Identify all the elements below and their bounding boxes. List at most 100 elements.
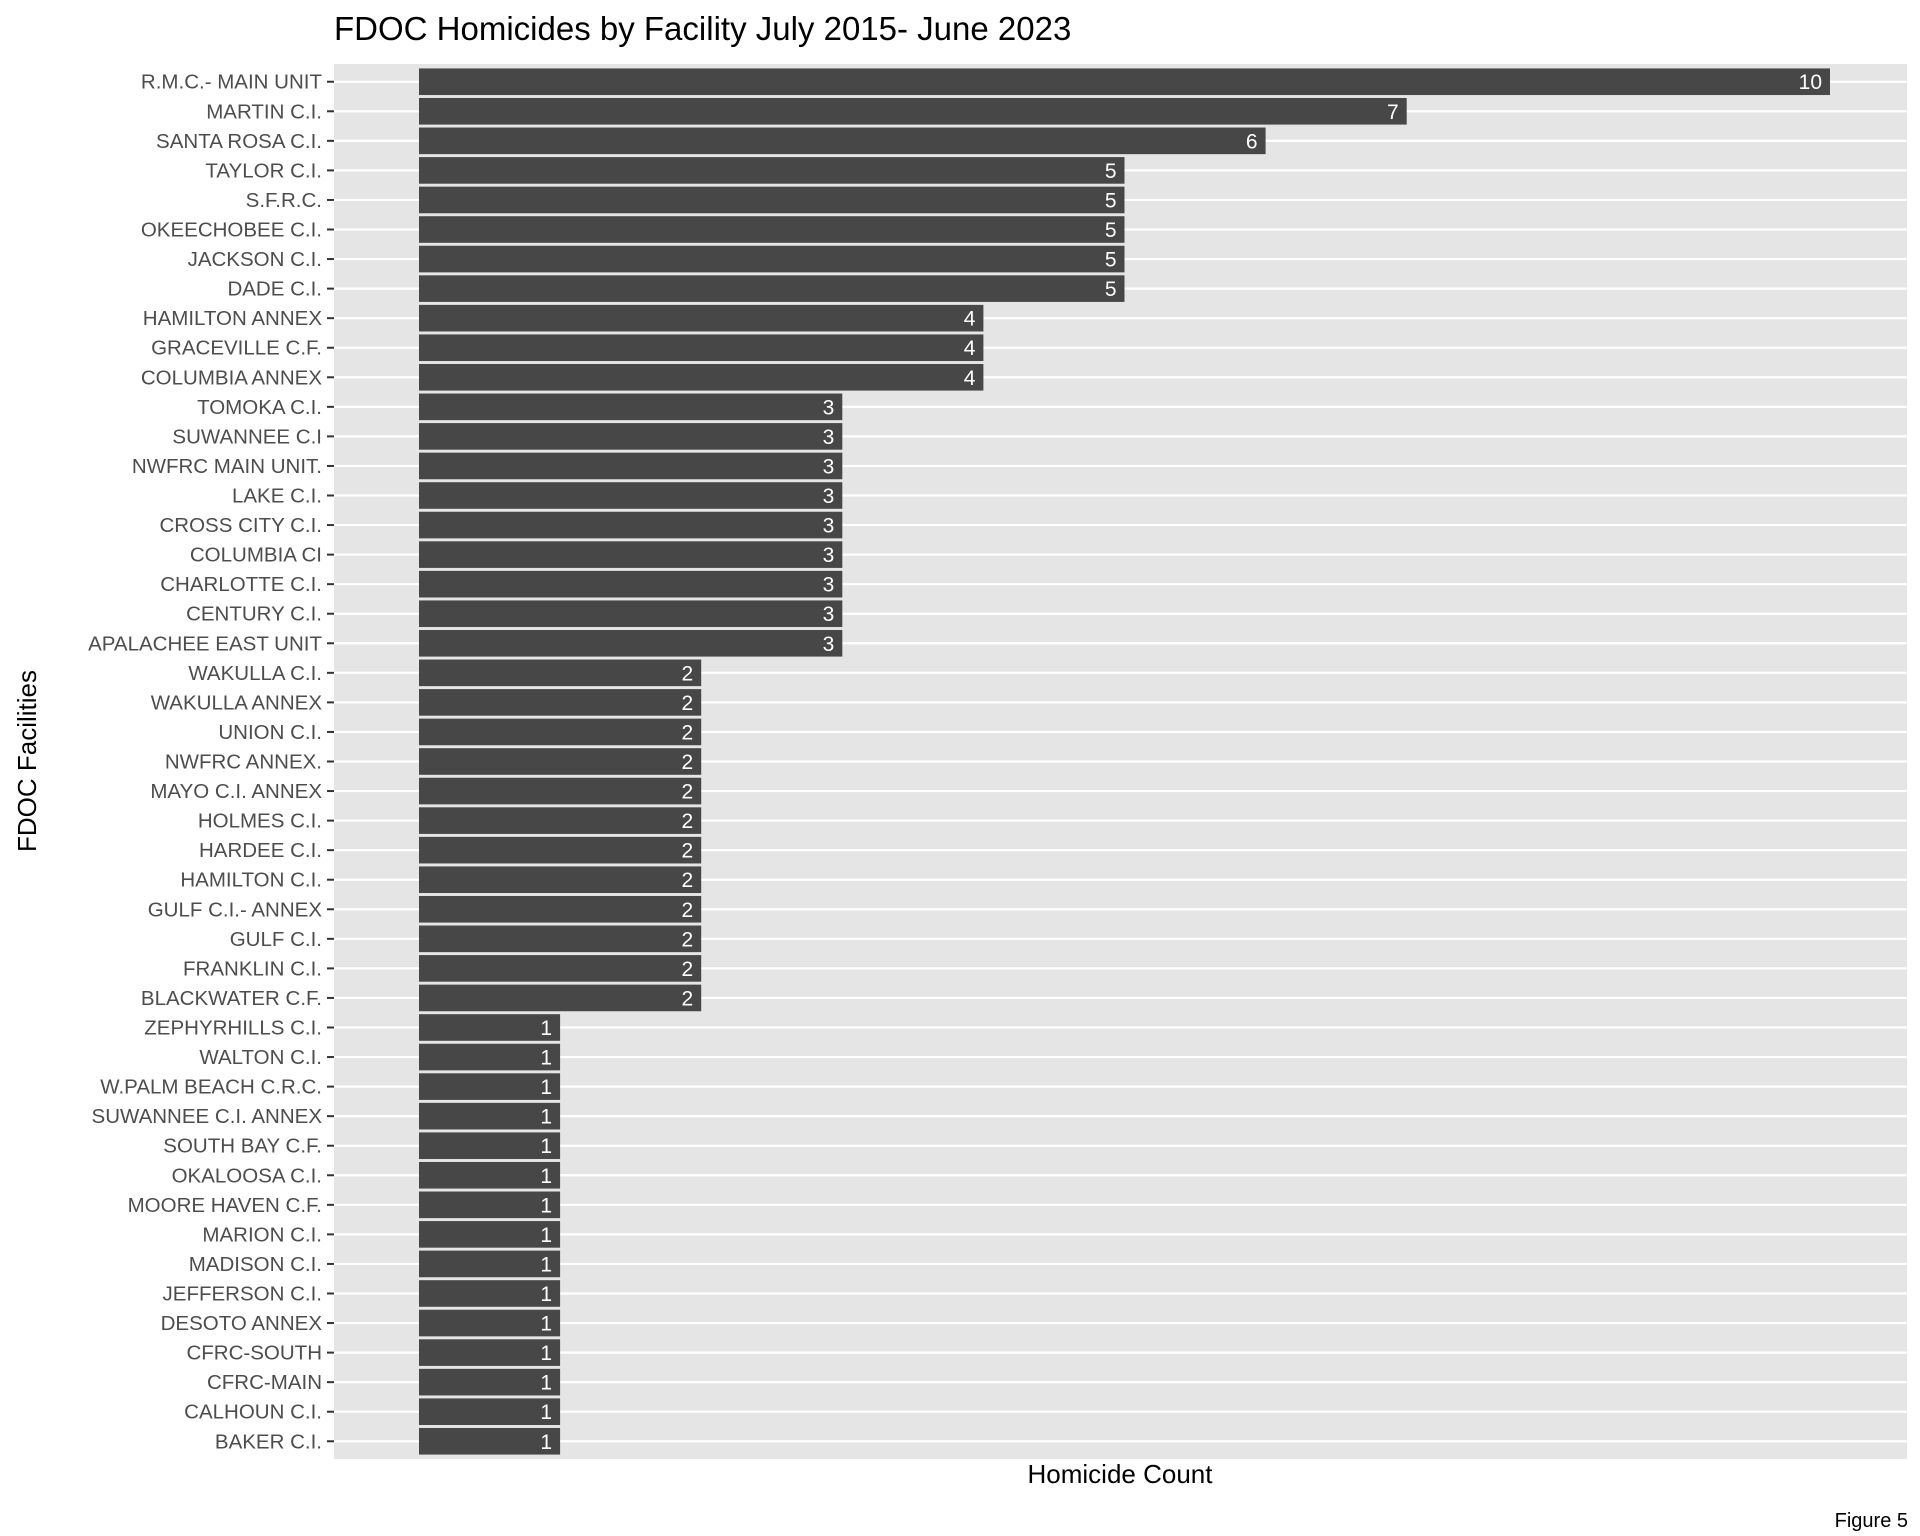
bar	[419, 423, 843, 450]
y-axis-ticks	[327, 80, 334, 1443]
bar-value-label: 10	[1799, 71, 1822, 94]
bar-value-label: 1	[540, 1342, 552, 1365]
bar	[419, 1339, 561, 1366]
bar	[419, 541, 843, 568]
bar-value-label: 4	[964, 308, 976, 331]
bar	[419, 777, 702, 805]
bar-value-label: 3	[823, 485, 835, 508]
y-tick-label: ZEPHYRHILLS C.I.	[144, 1016, 322, 1039]
bar-value-label: 5	[1105, 160, 1117, 183]
bar	[419, 127, 1266, 155]
bar-value-label: 1	[540, 1165, 552, 1188]
bar-value-label: 3	[823, 455, 835, 478]
y-tick-label: OKALOOSA C.I.	[172, 1164, 322, 1187]
y-tick-label: MADISON C.I.	[189, 1253, 322, 1276]
y-tick-label: CHARLOTTE C.I.	[160, 573, 322, 596]
bar	[419, 748, 702, 775]
bar	[419, 1309, 561, 1337]
bar	[419, 482, 843, 509]
bar-value-label: 2	[682, 899, 694, 922]
bar-value-label: 2	[682, 751, 694, 774]
bar-value-label: 2	[682, 869, 694, 892]
y-tick-label: APALACHEE EAST UNIT	[88, 632, 322, 655]
bar-value-label: 3	[823, 426, 835, 449]
bar	[419, 452, 843, 480]
bar	[419, 1250, 561, 1278]
bar-value-label: 1	[540, 1224, 552, 1247]
bar	[419, 334, 984, 362]
y-tick-label: SOUTH BAY C.F.	[163, 1135, 322, 1158]
bar-value-label: 1	[540, 1047, 552, 1070]
bar	[419, 1280, 561, 1307]
bar	[419, 807, 702, 834]
y-tick-label: CENTURY C.I.	[186, 603, 322, 626]
bar-value-label: 3	[823, 633, 835, 656]
bar-value-label: 1	[540, 1401, 552, 1424]
y-tick-label: GULF C.I.	[230, 928, 322, 951]
y-tick-label: COLUMBIA ANNEX	[141, 366, 322, 389]
bar	[419, 1427, 561, 1455]
bar-value-label: 1	[540, 1076, 552, 1099]
y-axis-tick-labels: R.M.C.- MAIN UNIT MARTIN C.I. SANTA ROSA C…	[88, 71, 322, 1454]
y-tick-label: DADE C.I.	[227, 278, 322, 301]
bar	[419, 216, 1125, 243]
bar	[419, 836, 702, 864]
bar	[419, 68, 1830, 96]
y-tick-label: SANTA ROSA C.I.	[156, 130, 322, 153]
bar-value-label: 2	[682, 987, 694, 1010]
bar-value-label: 2	[682, 721, 694, 744]
bar	[419, 157, 1125, 184]
bar	[419, 1368, 561, 1396]
y-tick-label: MARTIN C.I.	[206, 100, 322, 123]
y-tick-label: CROSS CITY C.I.	[159, 514, 322, 537]
bar-value-label: 3	[823, 515, 835, 538]
bar-value-label: 1	[540, 1431, 552, 1454]
y-tick-label: GULF C.I.- ANNEX	[148, 898, 323, 921]
bar-value-label: 3	[823, 574, 835, 597]
y-tick-label: OKEECHOBEE C.I.	[141, 219, 322, 242]
bar-value-label: 2	[682, 928, 694, 951]
y-tick-label: R.M.C.- MAIN UNIT	[141, 71, 323, 94]
bar	[419, 689, 702, 716]
y-tick-label: SUWANNEE C.I	[172, 425, 322, 448]
bar	[419, 1043, 561, 1071]
y-tick-label: NWFRC ANNEX.	[165, 751, 322, 774]
bar-labels: 10 7 6 5 5 5 5 5 4 4 4 3 3 3 3 3 3 3 3 3 2 2 2 2 2 2 2 2 2 2 2 2 1 1 1 1 1 1 1…	[540, 71, 1822, 1454]
y-tick-label: CFRC-MAIN	[207, 1371, 322, 1394]
bar-value-label: 5	[1105, 219, 1117, 242]
y-tick-label: MARION C.I.	[202, 1223, 322, 1246]
bar	[419, 97, 1407, 125]
y-tick-label: CALHOUN C.I.	[184, 1401, 322, 1424]
bar	[419, 363, 984, 391]
bar	[419, 1014, 561, 1041]
bar	[419, 866, 702, 894]
bar	[419, 1398, 561, 1426]
y-tick-label: S.F.R.C.	[246, 189, 322, 212]
y-tick-label: HOLMES C.I.	[198, 810, 322, 833]
bar	[419, 718, 702, 746]
y-tick-label: NWFRC MAIN UNIT.	[132, 455, 322, 478]
y-tick-label: BAKER C.I.	[215, 1430, 322, 1453]
bar-value-label: 1	[540, 1017, 552, 1040]
y-tick-label: CFRC-SOUTH	[186, 1342, 322, 1365]
bar-value-label: 2	[682, 781, 694, 804]
bar	[419, 984, 702, 1012]
y-tick-label: WAKULLA C.I.	[188, 662, 322, 685]
bar	[419, 1132, 561, 1160]
y-tick-label: MAYO C.I. ANNEX	[150, 780, 322, 803]
y-tick-label: TAYLOR C.I.	[205, 159, 322, 182]
y-tick-label: SUWANNEE C.I. ANNEX	[92, 1105, 323, 1128]
bar-value-label: 3	[823, 603, 835, 626]
bar	[419, 1191, 561, 1219]
bar-value-label: 4	[964, 337, 976, 360]
y-tick-label: W.PALM BEACH C.R.C.	[100, 1076, 322, 1099]
bar	[419, 1102, 561, 1130]
bar-value-label: 7	[1387, 101, 1399, 124]
bar-value-label: 1	[540, 1253, 552, 1276]
y-tick-label: WALTON C.I.	[199, 1046, 322, 1069]
bar-value-label: 1	[540, 1194, 552, 1217]
y-axis-title: FDOC Facilities	[12, 670, 42, 852]
y-tick-label: GRACEVILLE C.F.	[151, 337, 322, 360]
bar	[419, 393, 843, 421]
y-tick-label: FRANKLIN C.I.	[183, 957, 322, 980]
